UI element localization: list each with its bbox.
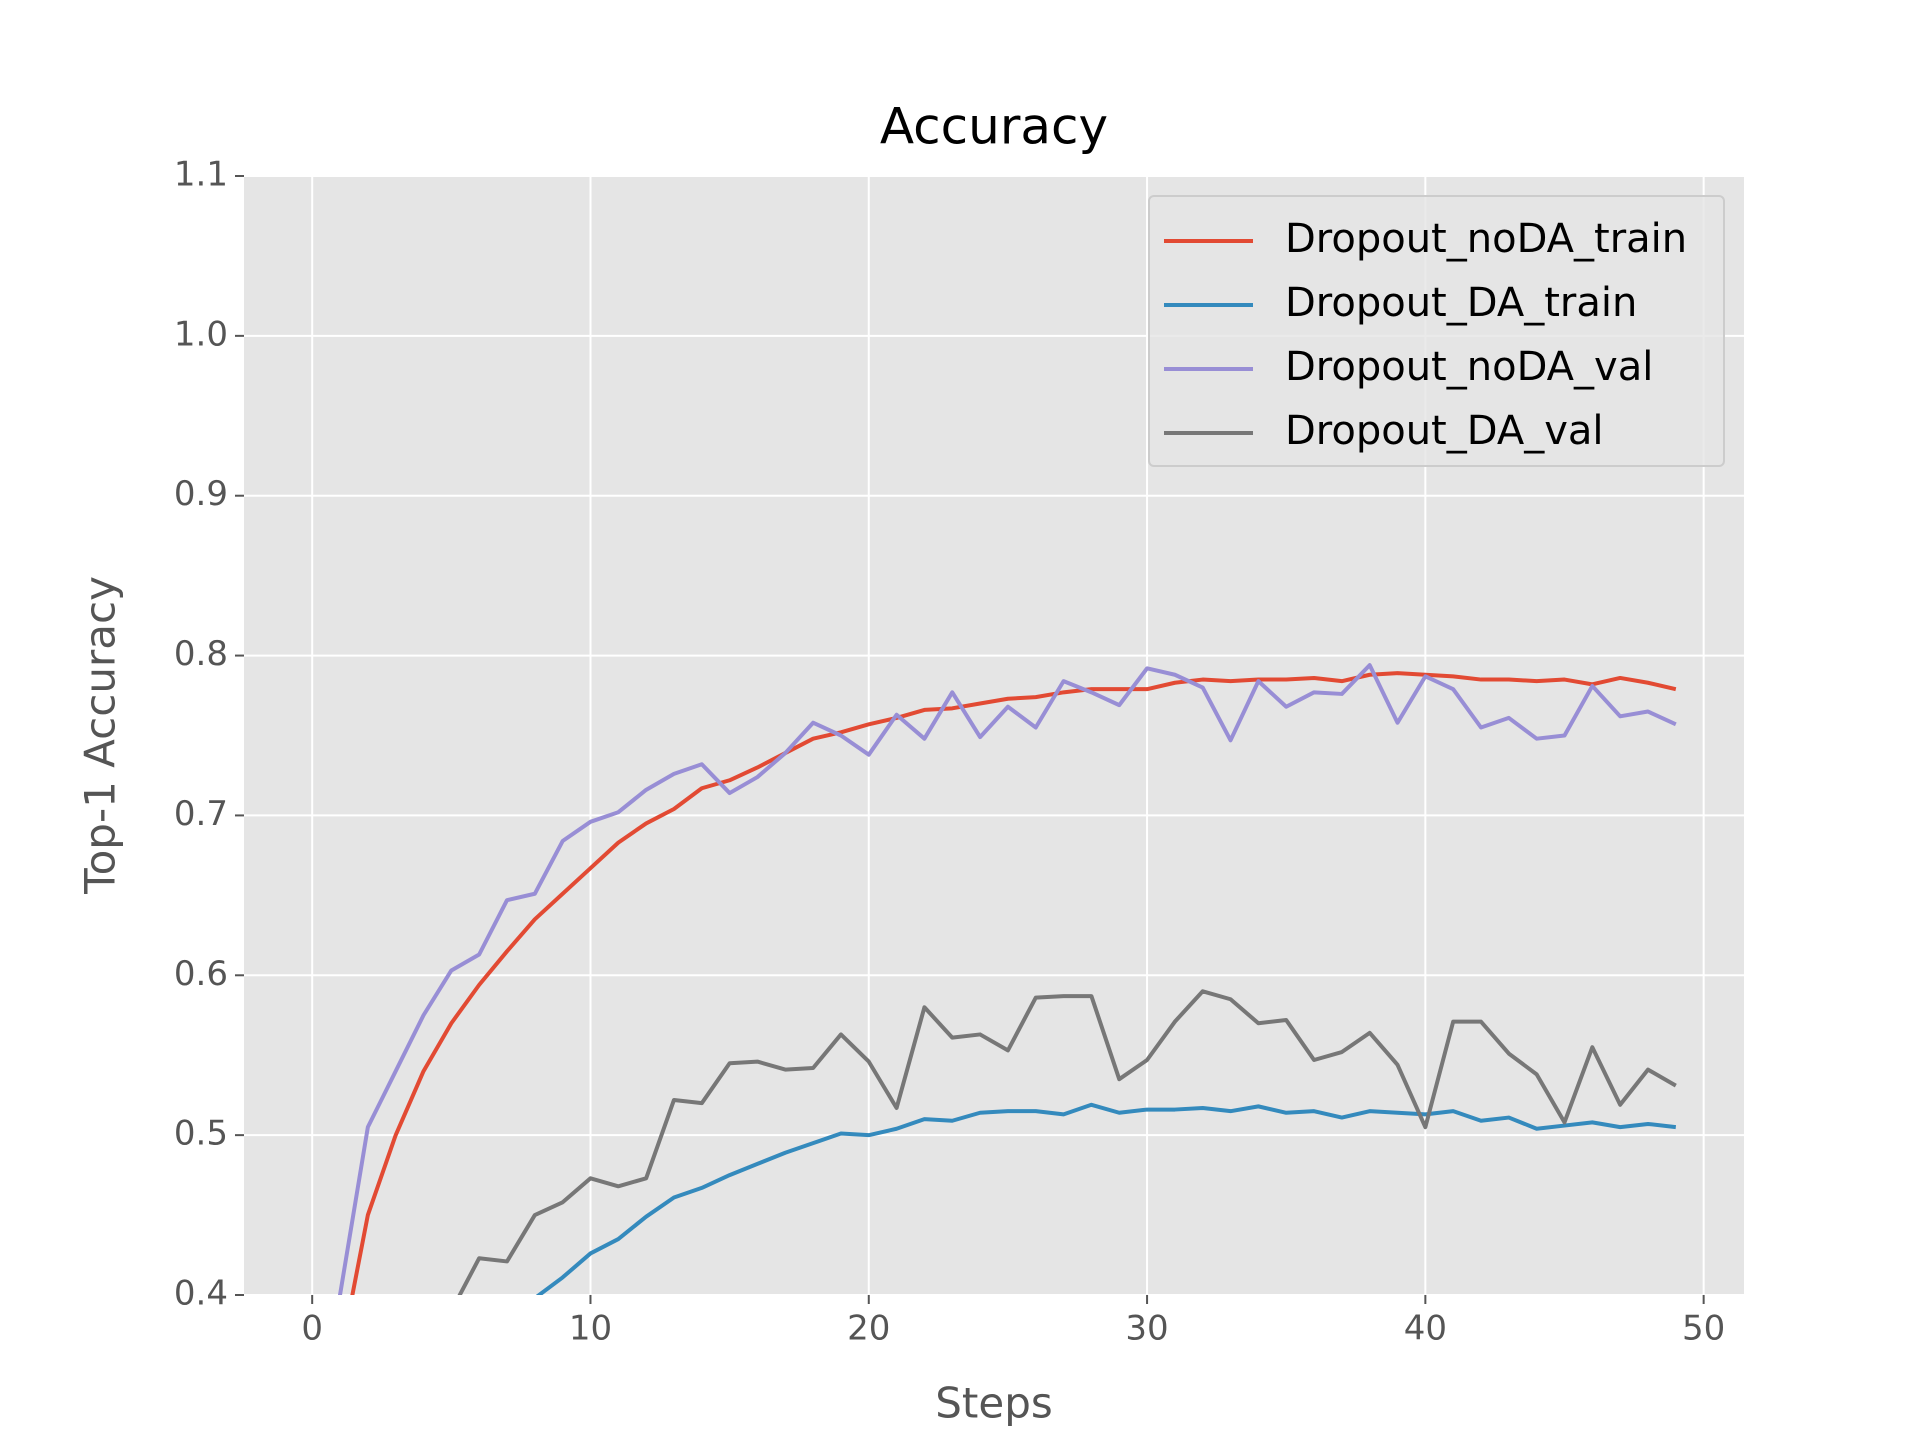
x-tick-label: 40 [1404,1309,1447,1349]
legend-label: Dropout_noDA_train [1285,216,1687,262]
y-tick-label: 0.4 [174,1274,228,1314]
legend-label: Dropout_DA_val [1285,408,1604,454]
series-line [350,671,1677,1295]
grid [244,175,1744,1296]
x-tick-label: 0 [301,1309,323,1349]
series-line [337,663,1677,1295]
legend-label: Dropout_noDA_val [1285,344,1653,390]
chart-title: Accuracy [880,98,1108,156]
legend-label: Dropout_DA_train [1285,280,1637,326]
y-tick-label: 1.1 [174,155,228,195]
ticks: 0.4 0.5 0.6 0.7 0.8 0.9 1.0 1.1 0 10 20 30 40 50 [174,155,1725,1349]
x-axis-label: Steps [935,1379,1053,1428]
series-line [457,989,1677,1295]
x-tick-label: 20 [847,1309,890,1349]
legend: Dropout_noDA_train Dropout_DA_train Dropou… [1148,195,1725,467]
x-tick-label: 50 [1682,1309,1725,1349]
y-tick-label: 0.9 [174,474,228,514]
y-tick-label: 0.5 [174,1114,228,1154]
y-tick-label: 0.6 [174,954,228,994]
x-tick-label: 10 [569,1309,612,1349]
series-line [535,1102,1677,1295]
y-tick-label: 0.7 [174,794,228,834]
x-tick-label: 30 [1125,1309,1168,1349]
y-tick-label: 0.8 [174,634,228,674]
legend-box [1148,195,1725,467]
y-axis-label: Top-1 Accuracy [76,576,125,895]
lines [337,663,1677,1295]
y-tick-label: 1.0 [174,314,228,354]
